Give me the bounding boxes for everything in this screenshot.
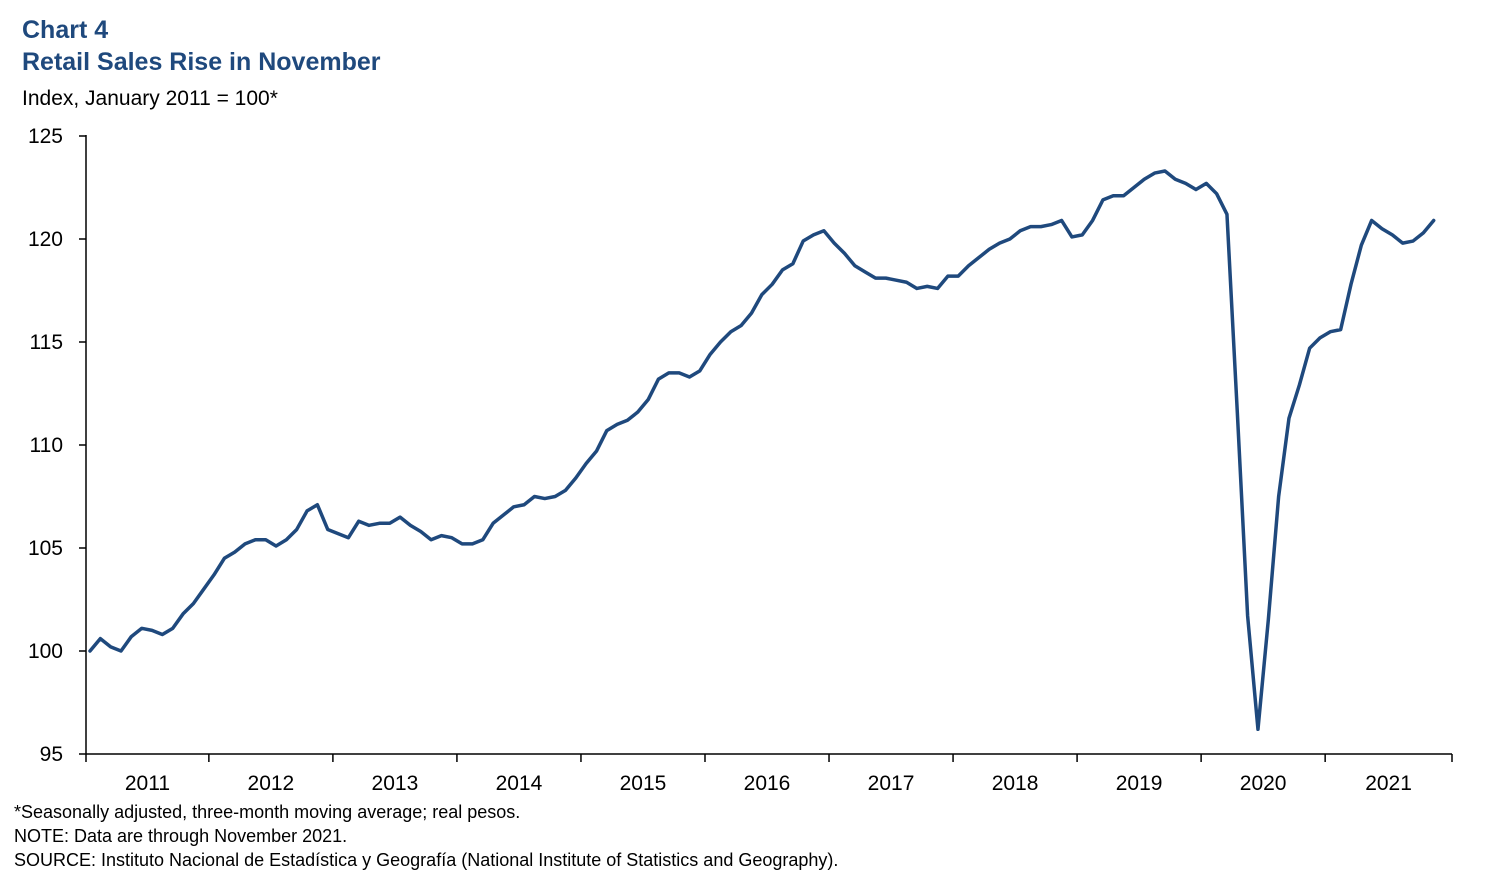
x-tick-label: 2021	[1365, 772, 1412, 795]
y-tick-label: 110	[30, 434, 63, 457]
x-tick-label: 2015	[620, 772, 667, 795]
footnote: *Seasonally adjusted, three-month moving…	[14, 802, 521, 822]
x-tick-label: 2018	[992, 772, 1039, 795]
x-tick-label: 2014	[496, 772, 543, 795]
y-tick-label: 120	[28, 228, 63, 251]
x-tick-label: 2013	[372, 772, 419, 795]
y-tick-label: 100	[28, 640, 63, 663]
x-tick-label: 2019	[1116, 772, 1163, 795]
y-tick-label: 95	[40, 743, 63, 766]
chart-number: Chart 4	[22, 16, 109, 44]
y-axis: 95 100 105 110 115 120 125	[28, 125, 86, 766]
chart-title: Retail Sales Rise in November	[22, 48, 381, 76]
source-note: SOURCE: Instituto Nacional de Estadístic…	[14, 850, 839, 870]
y-tick-label: 105	[28, 537, 63, 560]
y-axis-unit-label: Index, January 2011 = 100*	[22, 87, 278, 110]
x-tick-label: 2016	[744, 772, 791, 795]
x-tick-label: 2017	[868, 772, 915, 795]
y-tick-label: 125	[28, 125, 63, 148]
data-note: NOTE: Data are through November 2021.	[14, 826, 348, 846]
x-tick-label: 2020	[1240, 772, 1287, 795]
retail-sales-index-line	[88, 169, 1436, 732]
x-tick-label: 2012	[248, 772, 295, 795]
axes	[85, 135, 1452, 755]
x-axis: 2011 2012 2013 2014 2015 2016 2017 2018 2019 2020…	[85, 754, 1453, 795]
x-tick-label: 2011	[125, 772, 170, 795]
chart-notes: *Seasonally adjusted, three-month moving…	[14, 800, 838, 872]
y-tick-label: 115	[30, 331, 63, 354]
